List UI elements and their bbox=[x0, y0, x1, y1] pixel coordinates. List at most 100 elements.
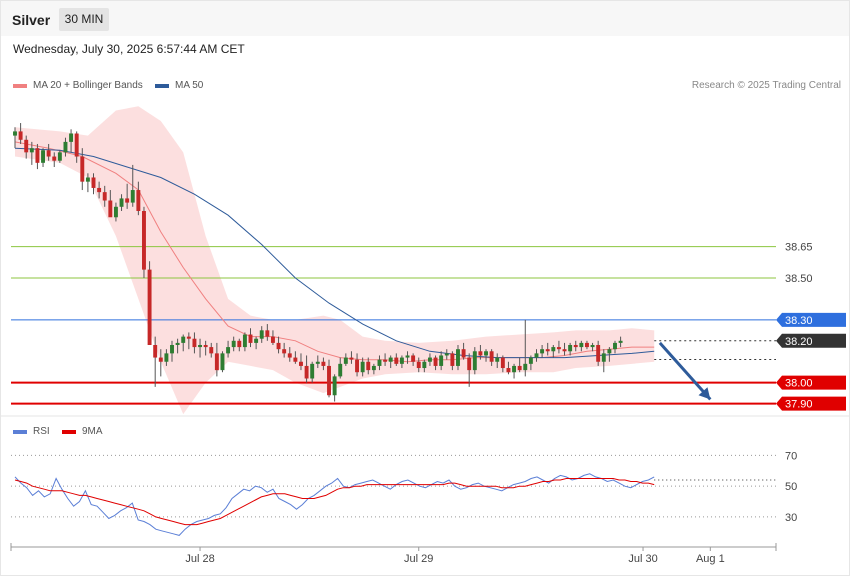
forecast-arrow-line bbox=[658, 341, 712, 401]
candle-body bbox=[242, 334, 247, 348]
candle-body bbox=[102, 192, 107, 201]
rsi-ma-line bbox=[14, 478, 655, 526]
candle-body bbox=[405, 355, 410, 358]
candle-body bbox=[366, 361, 371, 371]
candle-body bbox=[394, 357, 399, 364]
bollinger-band bbox=[15, 106, 655, 415]
candle-body bbox=[158, 357, 163, 362]
candle-body bbox=[170, 344, 174, 354]
time-tick-label: Jul 28 bbox=[185, 553, 214, 565]
ma50-legend-label: MA 50 bbox=[175, 80, 204, 91]
candle-body bbox=[433, 357, 438, 366]
rsi-panel: 70 50 30 bbox=[11, 450, 797, 536]
time-axis: Jul 28 Jul 29 Jul 30 Aug 1 bbox=[10, 543, 777, 565]
rsi-swatch bbox=[13, 429, 27, 434]
candle-body bbox=[130, 190, 135, 203]
ma9-swatch bbox=[62, 429, 76, 434]
candle-body bbox=[63, 141, 68, 153]
candle-body bbox=[293, 357, 298, 362]
candle-body bbox=[315, 361, 320, 364]
candle-body bbox=[220, 353, 225, 371]
candle-body bbox=[175, 342, 180, 345]
rsi-level-label-30: 30 bbox=[785, 512, 797, 524]
chart-datetime: Wednesday, July 30, 2025 6:57:44 AM CET bbox=[13, 42, 245, 56]
candle-body bbox=[304, 365, 309, 379]
candle-body bbox=[478, 351, 483, 356]
candle-body bbox=[327, 365, 331, 396]
candle-body bbox=[495, 357, 500, 362]
time-tick-label: Jul 29 bbox=[404, 553, 433, 565]
candle-body bbox=[596, 344, 601, 362]
level-tag-37-90 bbox=[776, 396, 846, 411]
candle-body bbox=[590, 344, 595, 348]
candle-body bbox=[355, 359, 360, 373]
legend-ma20: MA 20 + Bollinger Bands bbox=[13, 80, 143, 91]
level-label-38-20: 38.20 bbox=[785, 336, 813, 348]
rsi-level-label-50: 50 bbox=[785, 481, 797, 493]
candle-body bbox=[618, 340, 623, 343]
candle-body bbox=[450, 353, 455, 366]
candle-body bbox=[573, 344, 578, 348]
header-bar: Silver 30 MIN bbox=[1, 1, 849, 36]
level-label-38-30: 38.30 bbox=[785, 315, 813, 327]
candle-body bbox=[13, 131, 17, 136]
candle-body bbox=[383, 359, 388, 362]
candle-body bbox=[388, 357, 393, 362]
candle-body bbox=[528, 357, 533, 364]
candle-body bbox=[444, 353, 449, 356]
ma50-swatch bbox=[155, 83, 169, 88]
candle-body bbox=[439, 355, 444, 366]
price-panel: 38.65 38.50 38.30 38.20 38.00 37.90 bbox=[1, 106, 849, 417]
candle-body bbox=[29, 148, 34, 153]
candle-body bbox=[310, 363, 315, 379]
candle-body bbox=[192, 338, 197, 348]
rsi-line bbox=[14, 473, 655, 536]
candle-body bbox=[584, 342, 589, 348]
candle-body bbox=[607, 349, 612, 354]
rsi-level-label-70: 70 bbox=[785, 450, 797, 462]
candle-body bbox=[601, 353, 606, 362]
candle-body bbox=[119, 198, 124, 207]
candle-body bbox=[97, 187, 102, 193]
candle-body bbox=[299, 361, 303, 366]
candle-body bbox=[52, 156, 57, 161]
candle-body bbox=[226, 347, 231, 354]
candle-body bbox=[506, 368, 511, 373]
rsi-legend-label: RSI bbox=[33, 426, 50, 437]
candle-body bbox=[265, 330, 270, 337]
candle-body bbox=[579, 342, 584, 348]
candle-body bbox=[136, 190, 141, 211]
candle-body bbox=[523, 363, 528, 371]
candle-body bbox=[349, 357, 354, 360]
candle-body bbox=[276, 342, 281, 350]
candle-body bbox=[80, 156, 85, 182]
candle-body bbox=[556, 347, 561, 350]
timeframe-badge[interactable]: 30 MIN bbox=[59, 8, 109, 31]
candle-body bbox=[113, 206, 118, 218]
level-label-37-90: 37.90 bbox=[785, 399, 813, 411]
candle-body bbox=[254, 338, 259, 343]
candle-body bbox=[568, 344, 573, 352]
candle-body bbox=[512, 365, 517, 373]
candle-body bbox=[41, 150, 45, 163]
candle-body bbox=[371, 365, 376, 371]
legend-9ma: 9MA bbox=[62, 426, 103, 437]
candle-body bbox=[282, 349, 287, 354]
candle-body bbox=[321, 361, 326, 366]
candle-body bbox=[186, 336, 191, 339]
candle-body bbox=[517, 365, 522, 371]
candle-body bbox=[85, 177, 90, 182]
candle-body bbox=[360, 361, 365, 373]
candle-body bbox=[18, 131, 23, 140]
candle-body bbox=[562, 349, 567, 352]
candle-body bbox=[461, 349, 466, 358]
candle-body bbox=[467, 357, 472, 371]
candle-body bbox=[270, 336, 275, 343]
candle-body bbox=[147, 269, 152, 345]
candle-body bbox=[422, 361, 427, 369]
candle-body bbox=[231, 340, 236, 348]
candle-body bbox=[332, 376, 337, 396]
forecast-arrow-head bbox=[698, 387, 711, 400]
candle-body bbox=[540, 349, 545, 354]
